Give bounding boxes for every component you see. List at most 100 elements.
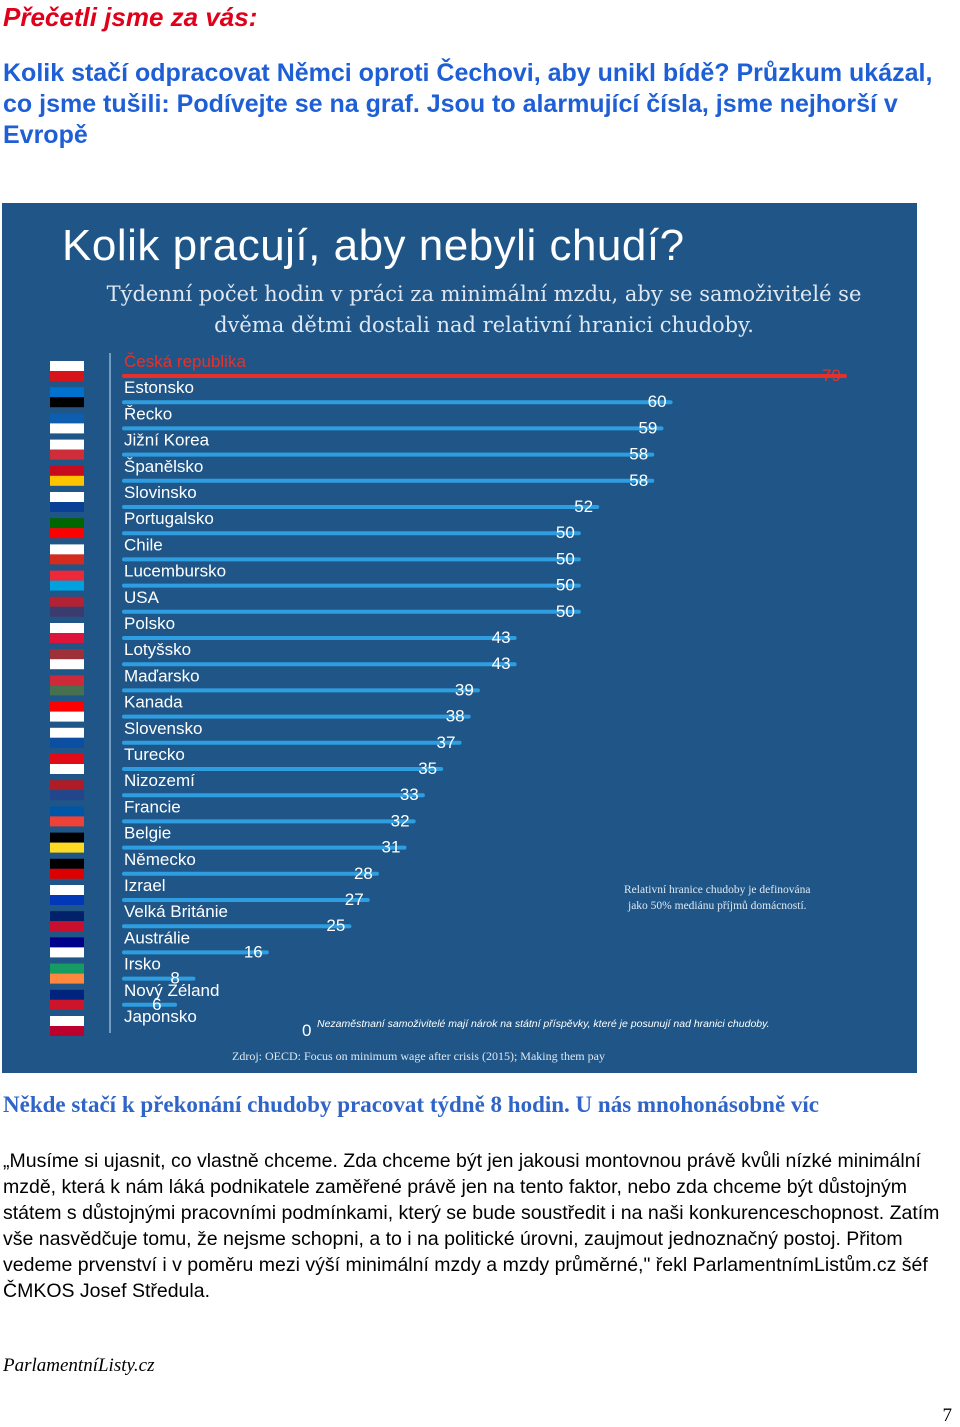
bar: [122, 688, 480, 693]
category-label: Nový Zéland: [124, 981, 219, 1000]
category-label: Francie: [124, 797, 181, 816]
value-label: 59: [638, 418, 657, 437]
bar: [122, 662, 517, 667]
infographic: Kolik pracují, aby nebyli chudí? Týdenní…: [2, 203, 917, 1073]
category-label: Německo: [124, 850, 196, 869]
flag-icon: [50, 423, 84, 434]
flag-icon: [50, 492, 84, 502]
flag-icon: [50, 737, 84, 748]
category-label: Maďarsko: [124, 666, 200, 685]
bar-chart: Česká republika79Estonsko60Řecko59Jižní …: [50, 352, 847, 1063]
article-body: „Musíme si ujasnit, co vlastně chceme. Z…: [3, 1150, 940, 1302]
flag-icon: [50, 816, 84, 827]
flag-icon: [50, 911, 84, 922]
bar: [122, 478, 655, 483]
flag-icon: [50, 449, 84, 460]
value-label: 27: [345, 890, 364, 909]
value-label: 37: [437, 733, 456, 752]
bar: [122, 374, 847, 378]
value-label: 79: [822, 366, 841, 385]
category-label: Japonsko: [124, 1007, 197, 1026]
value-label: 43: [492, 628, 511, 647]
category-label: Izrael: [124, 876, 166, 895]
flag-icon: [50, 999, 84, 1010]
bar: [122, 845, 407, 850]
page-number: 7: [942, 1405, 953, 1426]
category-label: Lotyšsko: [124, 640, 191, 659]
flag-icon: [50, 649, 84, 660]
chart-source: Zdroj: OECD: Focus on minimum wage after…: [232, 1049, 605, 1063]
flag-icon: [50, 727, 84, 738]
chart-title: Kolik pracují, aby nebyli chudí?: [62, 221, 685, 270]
value-label: 25: [326, 916, 345, 935]
flag-icon: [50, 606, 84, 617]
flag-icon: [50, 921, 84, 932]
value-label: 50: [556, 602, 575, 621]
flag-icon: [50, 832, 84, 843]
category-label: Kanada: [124, 693, 183, 712]
bar: [122, 714, 471, 719]
bar: [122, 1002, 178, 1007]
bar: [122, 950, 269, 955]
category-label: Estonsko: [124, 378, 194, 397]
flag-icon: [50, 780, 84, 791]
flag-icon: [50, 885, 84, 895]
flag-icon: [50, 554, 84, 565]
flag-icon: [50, 790, 84, 801]
category-label: Austrálie: [124, 928, 190, 947]
value-label: 52: [574, 497, 593, 516]
category-label: Polsko: [124, 614, 175, 633]
flag-icon: [50, 858, 84, 869]
flag-icon: [50, 502, 84, 512]
bar: [122, 898, 370, 902]
category-label: Slovensko: [124, 719, 202, 738]
category-label: Turecko: [124, 745, 185, 764]
flag-icon: [50, 754, 84, 764]
flag-icon: [50, 1016, 84, 1026]
category-label: Česká republika: [124, 352, 246, 371]
category-label: Portugalsko: [124, 509, 214, 528]
value-label: 39: [455, 680, 474, 699]
bar: [122, 636, 517, 640]
value-label: 6: [152, 995, 161, 1014]
category-label: Chile: [124, 535, 163, 554]
value-label: 58: [629, 445, 648, 464]
flag-icon: [50, 1026, 84, 1036]
value-label: 16: [244, 942, 263, 961]
bar: [122, 976, 196, 981]
category-label: Slovinsko: [124, 483, 197, 502]
flag-icon: [50, 413, 84, 424]
bar: [122, 609, 581, 614]
image-caption: Někde stačí k překonání chudoby pracovat…: [3, 1092, 820, 1117]
poverty-note: Relativní hranice chudoby je definována j…: [624, 884, 811, 912]
value-label: 50: [556, 576, 575, 595]
category-label: Irsko: [124, 955, 161, 974]
flag-icon: [50, 685, 84, 696]
bar: [122, 583, 581, 588]
flag-icon: [50, 544, 84, 555]
bar: [122, 767, 444, 771]
value-label: 43: [492, 654, 511, 673]
value-label: 32: [391, 811, 410, 830]
flag-icon: [50, 711, 84, 722]
bar: [122, 505, 600, 509]
article-headline[interactable]: Kolik stačí odpracovat Němci oproti Čech…: [3, 59, 933, 149]
source-credit: ParlamentníListy.cz: [3, 1355, 155, 1376]
value-label: 38: [446, 707, 465, 726]
bar: [122, 557, 581, 562]
flag-icon: [50, 701, 84, 712]
flag-icon: [50, 989, 84, 1000]
flag-icon: [50, 439, 84, 450]
category-label: USA: [124, 588, 160, 607]
flag-icon: [50, 518, 84, 529]
flag-icon: [50, 947, 84, 958]
flag-icon: [50, 397, 84, 408]
value-label: 0: [302, 1021, 311, 1040]
value-label: 35: [418, 759, 437, 778]
chart-subtitle: Týdenní počet hodin v práci za minimální…: [106, 282, 862, 337]
category-label: Řecko: [124, 404, 172, 423]
flag-icon: [50, 580, 84, 591]
flag-icon: [50, 528, 84, 539]
bar: [122, 531, 581, 536]
flag-icon: [50, 963, 84, 974]
